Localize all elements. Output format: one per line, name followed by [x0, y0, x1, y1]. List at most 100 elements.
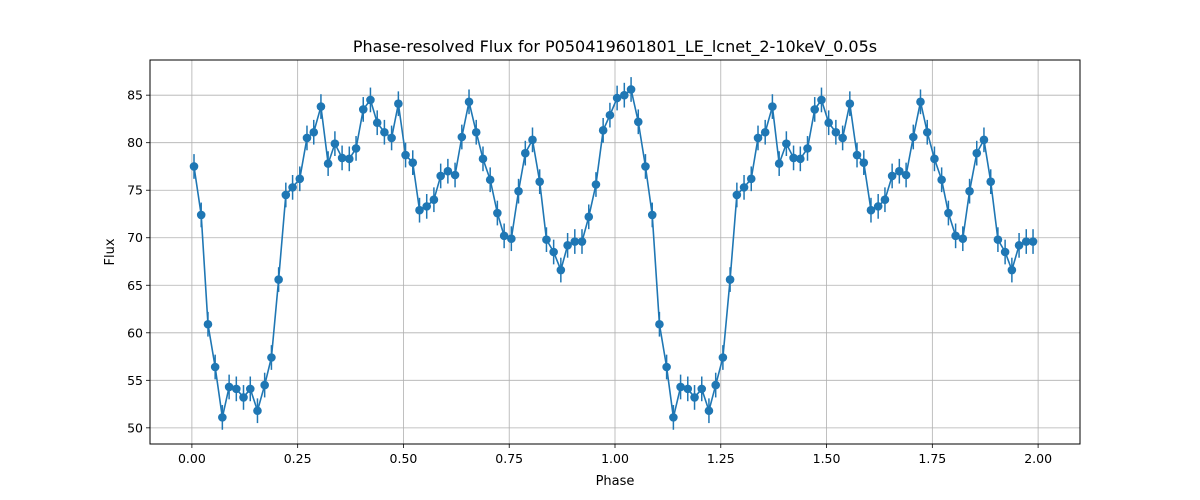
data-point [859, 158, 869, 167]
data-point [866, 205, 876, 215]
data-point [760, 127, 770, 137]
data-point [605, 110, 615, 120]
data-point [908, 132, 918, 142]
data-point [443, 166, 453, 176]
data-point [457, 132, 467, 142]
data-point [415, 205, 424, 215]
data-point [937, 175, 946, 185]
y-tick-label: 55 [127, 373, 143, 388]
data-point [478, 154, 488, 164]
data-point [450, 170, 460, 180]
data-point [1007, 265, 1017, 275]
data-point [288, 183, 297, 192]
x-tick-label: 0.50 [390, 451, 418, 466]
data-point [958, 234, 968, 243]
x-axis-ticks: 0.00 0.25 0.50 0.75 1.00 1.25 1.50 1.75 2.00 [178, 444, 1052, 466]
data-point [718, 353, 728, 362]
data-point [810, 105, 820, 114]
data-point [711, 380, 721, 390]
x-tick-label: 0.25 [284, 451, 312, 466]
data-point [521, 148, 530, 158]
data-point [901, 170, 911, 180]
data-point [351, 144, 361, 153]
data-point [598, 126, 608, 135]
data-point [253, 406, 262, 416]
data-point [556, 265, 566, 275]
data-point [429, 195, 439, 205]
data-point [774, 159, 784, 168]
data-point [930, 154, 939, 164]
data-point [831, 127, 841, 137]
data-point [655, 319, 664, 329]
chart-title: Phase-resolved Flux for P050419601801_LE… [353, 37, 877, 57]
data-point [916, 97, 925, 107]
data-point [387, 133, 396, 143]
y-tick-label: 85 [127, 88, 143, 103]
data-point [232, 384, 241, 394]
data-point [210, 362, 220, 372]
data-point [753, 133, 763, 143]
data-point [1028, 237, 1038, 246]
data-point [796, 154, 805, 164]
data-point [203, 319, 213, 329]
data-point [880, 195, 890, 205]
data-point [979, 135, 989, 145]
data-point [690, 393, 699, 402]
data-point [641, 162, 650, 171]
x-tick-label: 1.50 [813, 451, 841, 466]
data-point [993, 235, 1003, 244]
data-point [471, 127, 481, 137]
data-point [944, 208, 953, 218]
data-point [951, 231, 960, 241]
x-tick-label: 1.25 [707, 451, 735, 466]
data-point [965, 186, 974, 196]
data-point [845, 99, 855, 109]
x-axis-label: Phase [596, 474, 635, 489]
data-point [768, 102, 777, 111]
data-point [436, 171, 445, 181]
data-point [380, 127, 389, 137]
y-axis-label: Flux [103, 238, 118, 265]
data-point [782, 139, 791, 148]
data-point [295, 174, 305, 184]
plot-series [189, 77, 1038, 430]
data-point [493, 208, 502, 218]
data-point [662, 362, 671, 372]
y-tick-label: 75 [127, 183, 143, 198]
x-tick-label: 0.75 [495, 451, 523, 466]
data-point [218, 413, 227, 422]
data-point [789, 153, 798, 163]
data-point [394, 99, 403, 109]
data-point [704, 406, 714, 416]
data-point [542, 235, 551, 244]
y-axis-ticks: 50 55 60 65 70 75 80 85 [127, 88, 150, 435]
x-tick-label: 2.00 [1024, 451, 1052, 466]
data-point [873, 202, 883, 211]
data-point [422, 202, 432, 211]
data-point [309, 127, 319, 137]
data-point [499, 231, 509, 241]
data-point [344, 154, 354, 164]
data-point [316, 102, 326, 111]
data-point [337, 153, 347, 163]
data-point [260, 380, 269, 390]
data-point [323, 159, 333, 168]
data-point [1014, 241, 1024, 250]
data-point [626, 85, 636, 94]
data-point [189, 162, 199, 171]
data-point [274, 275, 283, 284]
data-point [887, 171, 897, 181]
data-point [408, 158, 418, 167]
data-point [824, 118, 833, 128]
x-tick-label: 1.75 [918, 451, 946, 466]
y-tick-label: 50 [127, 420, 143, 435]
data-point [535, 177, 544, 186]
data-point [739, 183, 749, 192]
data-point [366, 95, 375, 105]
data-point [584, 212, 594, 222]
y-tick-label: 80 [127, 135, 143, 150]
data-point [972, 148, 982, 158]
data-point [612, 93, 622, 103]
